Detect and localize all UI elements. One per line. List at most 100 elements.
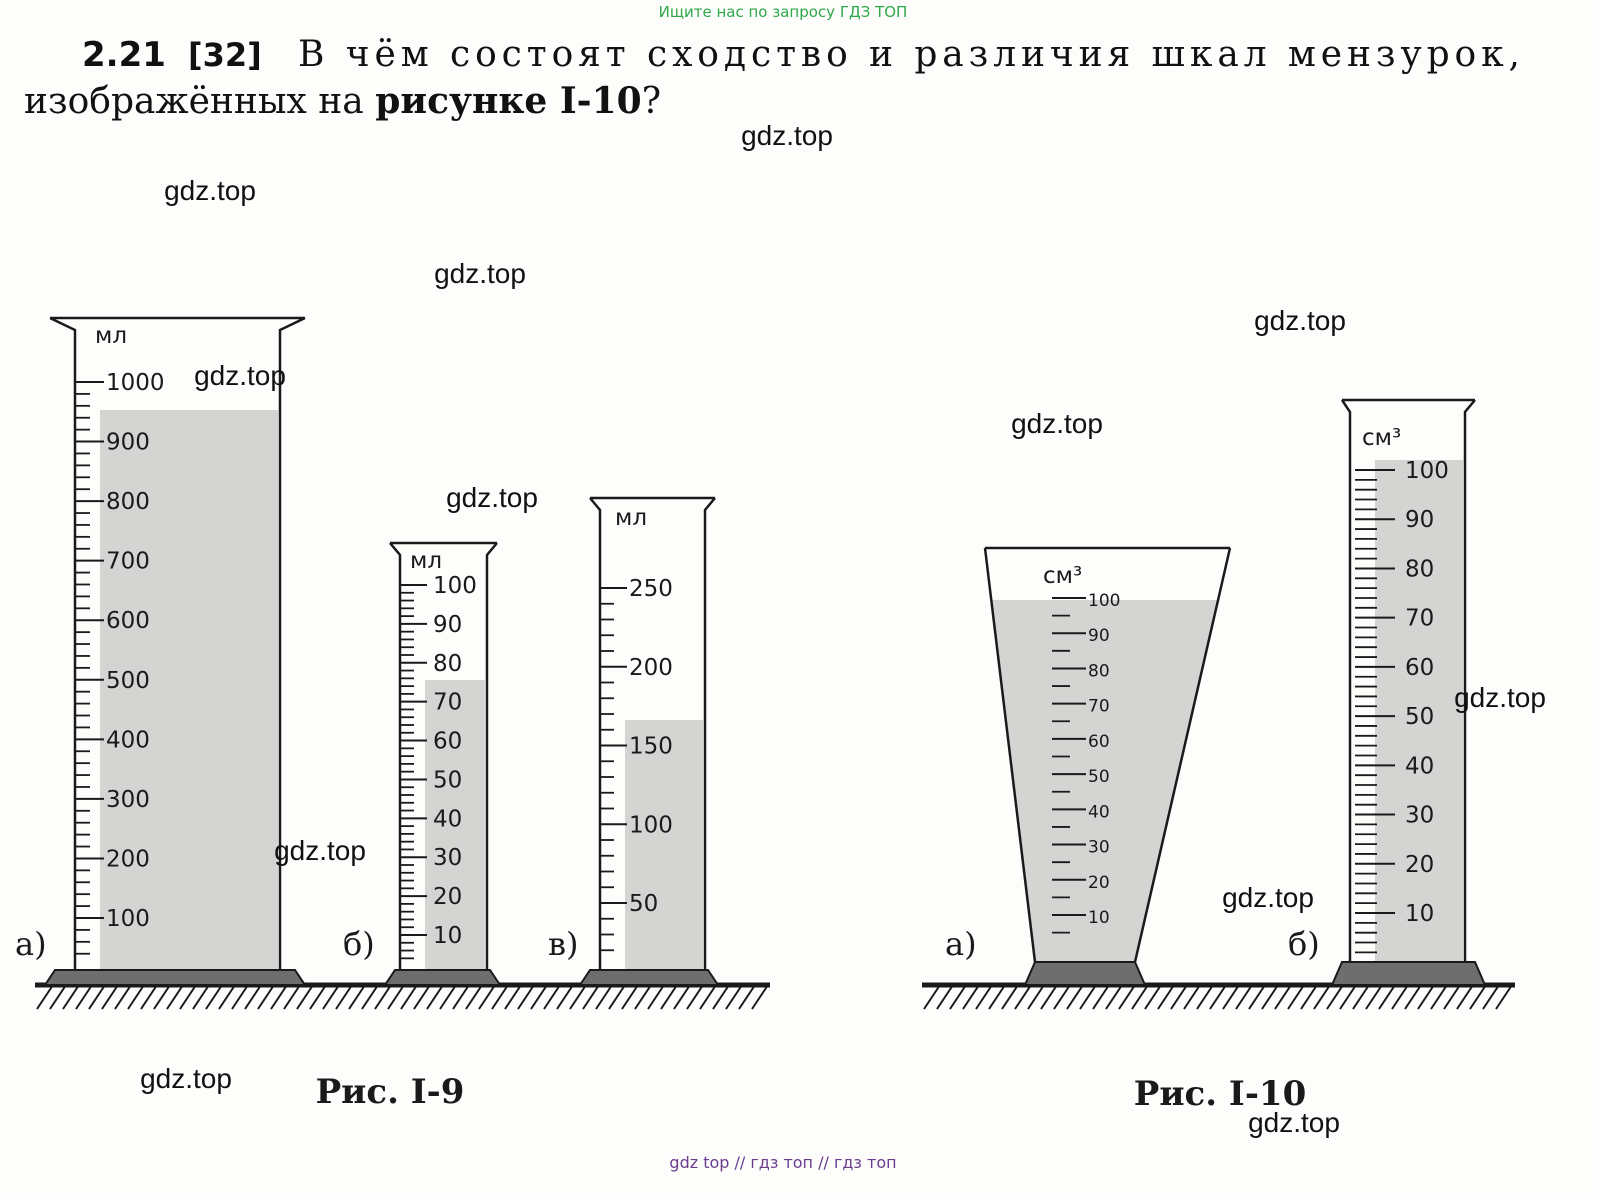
header-watermark: Ищите нас по запросу ГДЗ ТОП <box>659 3 908 21</box>
scale-label: 80 <box>1088 661 1110 681</box>
unit-label: мл <box>410 548 442 574</box>
watermark: gdz.top <box>194 360 286 391</box>
scale-label: 20 <box>1405 852 1434 878</box>
ground-hatch <box>1040 984 1058 1010</box>
ground-hatch <box>1495 984 1513 1010</box>
ground-hatch <box>374 984 392 1010</box>
ground-hatch <box>725 984 743 1010</box>
scale-label: 10 <box>1405 901 1434 927</box>
problem-text: изображённых на рисунке I-10? <box>24 80 661 122</box>
ground-hatch <box>1430 984 1448 1010</box>
ground-hatch <box>1066 984 1084 1010</box>
footer: gdz top // гдз топ // гдз топ <box>669 1153 896 1172</box>
ground-hatch <box>283 984 301 1010</box>
ground-hatch <box>1287 984 1305 1010</box>
ground-hatch <box>1248 984 1266 1010</box>
ground-hatch <box>400 984 418 1010</box>
ground-hatch <box>1131 984 1149 1010</box>
liquid <box>991 600 1219 962</box>
ground-hatch <box>923 984 941 1010</box>
ground-hatch <box>62 984 80 1010</box>
cylinder-letter: б) <box>1288 925 1320 963</box>
measuring-cylinder: 250 200 150 100 50 мл в) <box>548 496 720 986</box>
ground-hatch <box>478 984 496 1010</box>
unit-label: мл <box>95 323 127 349</box>
measuring-cylinder: 100 90 80 70 60 50 40 30 20 10 мл б) <box>343 541 502 986</box>
scale-label: 90 <box>1088 626 1110 646</box>
ground-hatch <box>1170 984 1188 1010</box>
ground-hatch <box>322 984 340 1010</box>
ground-hatch <box>166 984 184 1010</box>
scale-label: 30 <box>1405 803 1434 829</box>
cylinder-base <box>1023 961 1147 986</box>
scale-label: 70 <box>433 690 462 716</box>
ground-hatch <box>1209 984 1227 1010</box>
ground-hatch <box>231 984 249 1010</box>
ground-hatch <box>1365 984 1383 1010</box>
scale-label: 100 <box>106 906 150 932</box>
scale-label: 150 <box>629 734 673 760</box>
ground-hatch <box>101 984 119 1010</box>
scale-label: 10 <box>1088 908 1110 928</box>
measuring-cylinder: 100 90 80 70 60 50 40 30 20 10 см³ а) <box>945 546 1232 986</box>
watermark: gdz.top <box>434 258 526 289</box>
ground-hatch <box>140 984 158 1010</box>
ground-hatch <box>1339 984 1357 1010</box>
scale-label: 30 <box>1088 838 1110 858</box>
ground-hatch <box>751 984 769 1010</box>
ground-hatch <box>1261 984 1279 1010</box>
ground-hatch <box>660 984 678 1010</box>
watermarks: gdz.top gdz.top gdz.top gdz.top gdz.top gdz.t… <box>140 120 1546 1138</box>
ground-hatch <box>36 984 54 1010</box>
ground-hatch <box>1378 984 1396 1010</box>
scale-label: 20 <box>433 884 462 910</box>
ground-hatch <box>517 984 535 1010</box>
cylinder-letter: в) <box>548 925 579 963</box>
scale-label: 70 <box>1088 697 1110 717</box>
ground-hatch <box>192 984 210 1010</box>
ground-hatch <box>1313 984 1331 1010</box>
ground-hatch <box>1196 984 1214 1010</box>
ground-hatch <box>699 984 717 1010</box>
ground-hatch <box>348 984 366 1010</box>
ground-hatch <box>1391 984 1409 1010</box>
figure: Рис. I-91000900800700600500400300200100м… <box>15 316 770 1112</box>
ground-hatch <box>975 984 993 1010</box>
cylinder-letter: а) <box>15 925 47 963</box>
ground-hatch <box>296 984 314 1010</box>
watermark: gdz.top <box>1254 305 1346 336</box>
ground-hatch <box>244 984 262 1010</box>
ground-hatch <box>361 984 379 1010</box>
scale-label: 800 <box>106 489 150 515</box>
scale-label: 50 <box>433 767 462 793</box>
ground-hatch <box>556 984 574 1010</box>
scale-label: 250 <box>629 576 673 602</box>
ground-hatch <box>1469 984 1487 1010</box>
ground-hatch <box>153 984 171 1010</box>
ground-hatch <box>949 984 967 1010</box>
measuring-cylinder: 100 90 80 70 60 50 40 30 20 10 см³ б) <box>1288 398 1487 986</box>
ground-hatch <box>1235 984 1253 1010</box>
scale-label: 200 <box>106 846 150 872</box>
ground-hatch <box>962 984 980 1010</box>
watermark: gdz.top <box>741 120 833 151</box>
ground-hatch <box>452 984 470 1010</box>
scale-label: 50 <box>629 891 658 917</box>
ground-hatch <box>257 984 275 1010</box>
scale-label: 10 <box>433 923 462 949</box>
watermark: gdz.top <box>1454 682 1546 713</box>
ground-hatch <box>712 984 730 1010</box>
ground-hatch <box>426 984 444 1010</box>
watermark: gdz.top <box>164 175 256 206</box>
ground-hatch <box>270 984 288 1010</box>
ground-hatch <box>88 984 106 1010</box>
scale-label: 40 <box>1405 753 1434 779</box>
liquid <box>625 720 703 970</box>
ground-hatch <box>504 984 522 1010</box>
scale-label: 60 <box>433 729 462 755</box>
cylinder-base <box>578 969 720 986</box>
problem-text-line: изображённых на <box>24 81 364 122</box>
ground-hatch <box>1352 984 1370 1010</box>
ground-hatch <box>686 984 704 1010</box>
